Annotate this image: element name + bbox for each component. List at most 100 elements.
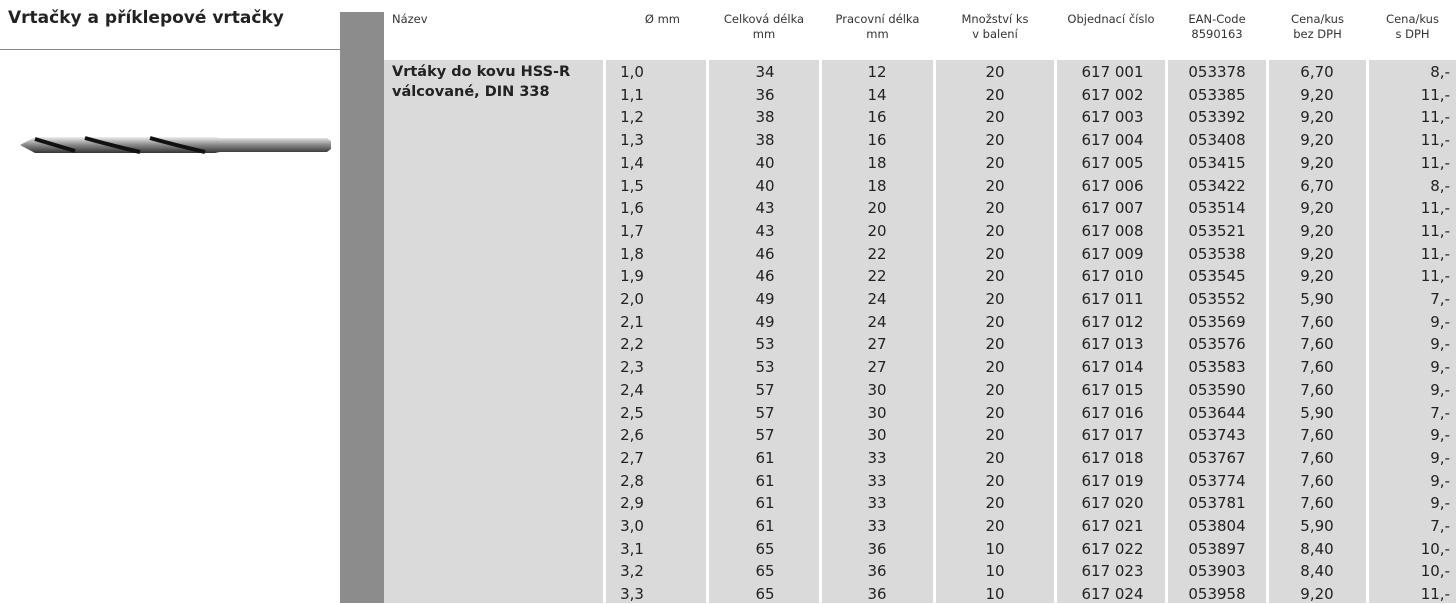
table-cell: 11,- [1420, 153, 1450, 172]
table-cell: 053385 [1188, 85, 1246, 104]
table-cell: 8,40 [1300, 562, 1334, 581]
table-cell: 20 [985, 131, 1005, 150]
table-cell: 10,- [1420, 539, 1450, 558]
column-bg [1369, 60, 1456, 603]
table-cell: 11,- [1420, 108, 1450, 127]
table-cell: 053743 [1188, 426, 1246, 445]
table-cell: 20 [985, 153, 1005, 172]
table-cell: 34 [755, 63, 775, 81]
table-cell: 14 [867, 85, 887, 104]
column-header: Objednací číslo [1067, 12, 1155, 26]
column-bg [709, 60, 819, 603]
drill-image [20, 136, 331, 154]
table-cell: 20 [985, 471, 1005, 490]
table-cell: 9,20 [1300, 199, 1334, 218]
table-cell: 9,- [1430, 312, 1450, 331]
table-cell: 1,6 [620, 199, 644, 218]
column-header: s DPH [1395, 27, 1430, 41]
table-cell: 053590 [1188, 380, 1246, 399]
column-header: bez DPH [1293, 27, 1342, 41]
table-cell: 617 014 [1081, 358, 1144, 377]
table-cell: 053415 [1188, 153, 1246, 172]
table-cell: 2,3 [620, 358, 644, 377]
table-cell: 11,- [1420, 199, 1450, 218]
table-cell: 617 019 [1081, 471, 1144, 490]
table-cell: 20 [985, 221, 1005, 240]
table-cell: 2,0 [620, 290, 644, 308]
table-cell: 20 [985, 335, 1005, 354]
rule [0, 49, 340, 50]
table-cell: 7,- [1430, 403, 1450, 422]
table-cell: 1,9 [620, 267, 644, 286]
table-cell: 30 [867, 403, 887, 422]
column-header: Cena/kus [1386, 12, 1439, 26]
table-cell: 61 [755, 448, 775, 467]
table-cell: 053781 [1188, 494, 1246, 513]
table-cell: 65 [755, 539, 775, 558]
table-cell: 617 008 [1081, 221, 1144, 240]
product-name: Vrtáky do kovu HSS-R [392, 64, 571, 80]
table-cell: 053392 [1188, 108, 1246, 127]
table-cell: 9,- [1430, 426, 1450, 445]
table-cell: 9,20 [1300, 267, 1334, 286]
table-cell: 46 [755, 244, 775, 263]
table-cell: 053521 [1188, 221, 1246, 240]
table-cell: 20 [985, 176, 1005, 195]
table-cell: 7,60 [1300, 358, 1334, 377]
column-header: Ø mm [644, 12, 680, 26]
table-cell: 20 [985, 448, 1005, 467]
table-cell: 9,20 [1300, 153, 1334, 172]
table-cell: 1,5 [620, 176, 644, 195]
table-cell: 24 [867, 290, 887, 308]
table-cell: 53 [755, 358, 775, 377]
table-cell: 8,- [1430, 63, 1450, 81]
table-cell: 617 005 [1081, 153, 1144, 172]
table-cell: 20 [985, 108, 1005, 127]
table-cell: 9,- [1430, 335, 1450, 354]
table-cell: 20 [985, 267, 1005, 286]
table-cell: 617 024 [1081, 585, 1144, 604]
table-cell: 617 004 [1081, 131, 1144, 150]
table-cell: 2,8 [620, 471, 644, 490]
table-cell: 20 [985, 85, 1005, 104]
table-cell: 053569 [1188, 312, 1246, 331]
table-cell: 617 011 [1081, 290, 1144, 308]
table-cell: 20 [985, 426, 1005, 445]
column-header: Celková délka [723, 12, 805, 26]
table-cell: 38 [755, 108, 775, 127]
table-cell: 617 012 [1081, 312, 1144, 331]
column-bg [936, 60, 1054, 603]
table-cell: 053538 [1188, 244, 1246, 263]
column-header: Množství ks [961, 12, 1029, 26]
column-header: Název [392, 12, 428, 26]
table-cell: 9,20 [1300, 131, 1334, 150]
table-cell: 617 006 [1081, 176, 1144, 195]
table-cell: 053408 [1188, 131, 1246, 150]
table-cell: 3,1 [620, 539, 644, 558]
page-title: Vrtačky a příklepové vrtačky [8, 8, 284, 28]
table-cell: 20 [985, 63, 1005, 81]
table-cell: 617 002 [1081, 85, 1144, 104]
column-header: v balení [972, 27, 1018, 41]
table-cell: 11,- [1420, 267, 1450, 286]
table-cell: 20 [985, 199, 1005, 218]
table-cell: 7,60 [1300, 494, 1334, 513]
table-cell: 36 [867, 585, 887, 604]
table-cell: 053903 [1188, 562, 1246, 581]
table-cell: 33 [867, 494, 887, 513]
column-header: Pracovní délka [835, 12, 920, 26]
table-cell: 617 010 [1081, 267, 1144, 286]
table-cell: 1,0 [620, 63, 644, 81]
table-cell: 18 [867, 153, 887, 172]
table-cell: 617 013 [1081, 335, 1144, 354]
table-cell: 40 [755, 176, 775, 195]
table-cell: 30 [867, 426, 887, 445]
table-cell: 053897 [1188, 539, 1246, 558]
table-cell: 053552 [1188, 290, 1246, 308]
table-cell: 33 [867, 471, 887, 490]
table-cell: 9,- [1430, 448, 1450, 467]
table-cell: 20 [985, 312, 1005, 331]
table-cell: 8,- [1430, 176, 1450, 195]
table-cell: 053545 [1188, 267, 1246, 286]
